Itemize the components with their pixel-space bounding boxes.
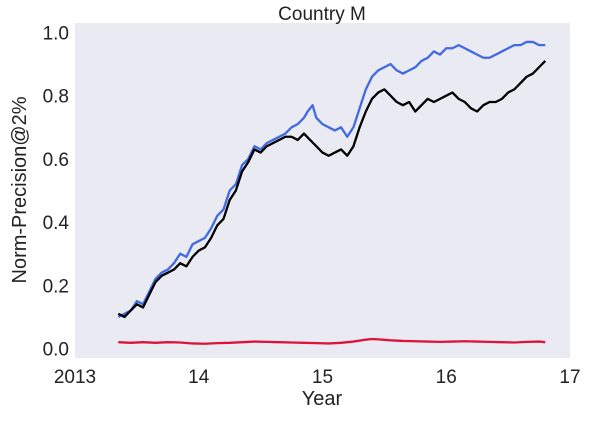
series-line-3 [118, 337, 546, 345]
x-tick-labels: 2013 14 15 16 17 [54, 367, 581, 388]
x-axis-label: Year [302, 388, 343, 410]
x-tick-label: 17 [559, 367, 580, 388]
y-tick-label: 0.4 [43, 213, 70, 234]
x-tick-label: 15 [312, 367, 333, 388]
y-tick-label: 0.2 [43, 276, 69, 297]
y-tick-label: 0.0 [43, 340, 69, 361]
y-tick-labels: 0.0 0.2 0.4 0.6 0.8 1.0 [43, 23, 70, 360]
x-tick-label: 14 [188, 367, 210, 388]
y-tick-label: 1.0 [43, 23, 69, 44]
chart-title: Country M [278, 4, 366, 25]
x-tick-label: 16 [436, 367, 457, 388]
y-axis-label: Norm-Precision@2% [9, 96, 31, 283]
series-line-2 [117, 60, 547, 319]
plot-area [75, 23, 570, 358]
y-tick-label: 0.6 [43, 150, 69, 171]
y-tick-label: 0.8 [43, 87, 69, 108]
x-tick-label: 2013 [54, 367, 96, 388]
series-layer [117, 40, 547, 345]
series-line-1 [117, 40, 546, 318]
